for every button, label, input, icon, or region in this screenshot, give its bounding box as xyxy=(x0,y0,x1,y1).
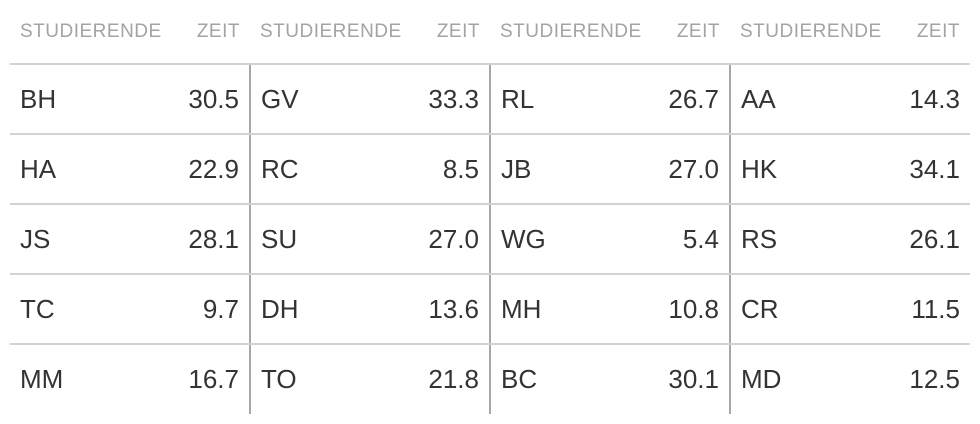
student-cell: BH xyxy=(10,64,160,135)
time-cell: 8.5 xyxy=(400,134,491,205)
time-cell: 27.0 xyxy=(640,134,731,205)
time-cell: 12.5 xyxy=(909,364,960,394)
time-cell: 16.7 xyxy=(160,344,251,414)
time-cell: 21.8 xyxy=(400,344,491,414)
student-cell: WG xyxy=(490,204,640,275)
student-times-table-container: STUDIERENDE ZEIT STUDIERENDE ZEIT STUDIE… xyxy=(10,0,970,414)
time-cell: 34.1 xyxy=(880,134,970,205)
time-cell: 22.9 xyxy=(160,134,251,205)
student-cell: JS xyxy=(10,204,160,275)
student-times-table: STUDIERENDE ZEIT STUDIERENDE ZEIT STUDIE… xyxy=(10,0,970,414)
column-header-time: ZEIT xyxy=(880,0,970,65)
student-cell: MH xyxy=(490,274,640,345)
column-header-time: ZEIT xyxy=(160,0,250,65)
student-cell: MM xyxy=(20,364,64,394)
student-cell: CR xyxy=(730,274,880,345)
time-cell: 14.3 xyxy=(880,64,970,135)
column-header-student: STUDIERENDE xyxy=(10,0,161,65)
column-header-student: STUDIERENDE xyxy=(730,0,881,65)
student-cell: HK xyxy=(730,134,880,205)
time-cell: 30.5 xyxy=(160,64,251,135)
table-body: BH 30.5 GV 33.3 RL 26.7 AA 14.3 HA 22.9 … xyxy=(10,64,970,414)
header-row: STUDIERENDE ZEIT STUDIERENDE ZEIT STUDIE… xyxy=(10,0,970,65)
table-row: BH 30.5 GV 33.3 RL 26.7 AA 14.3 xyxy=(10,64,970,135)
student-cell: TC xyxy=(10,274,160,345)
student-cell: RS xyxy=(730,204,880,275)
time-cell: 9.7 xyxy=(160,274,251,345)
student-cell: DH xyxy=(250,274,400,345)
time-cell: 27.0 xyxy=(400,204,491,275)
table-row: TC 9.7 DH 13.6 MH 10.8 CR 11.5 xyxy=(10,274,970,345)
student-cell: BC xyxy=(501,364,538,394)
student-cell: GV xyxy=(250,64,400,135)
time-cell: 33.3 xyxy=(400,64,491,135)
time-cell: 10.8 xyxy=(640,274,731,345)
student-cell: MD xyxy=(741,364,782,394)
student-cell: RC xyxy=(250,134,400,205)
time-cell: 26.1 xyxy=(880,204,970,275)
time-cell: 26.7 xyxy=(640,64,731,135)
table-row: HA 22.9 RC 8.5 JB 27.0 HK 34.1 xyxy=(10,134,970,205)
student-cell: JB xyxy=(490,134,640,205)
student-cell: RL xyxy=(490,64,640,135)
time-cell: 13.6 xyxy=(400,274,491,345)
column-header-student: STUDIERENDE xyxy=(490,0,641,65)
column-header-time: ZEIT xyxy=(400,0,490,65)
time-cell: 30.1 xyxy=(640,344,731,414)
table-row: MM 16.7 TO 21.8 BC 30.1 MD 12.5 xyxy=(10,344,970,414)
time-cell: 28.1 xyxy=(160,204,251,275)
time-cell: 5.4 xyxy=(640,204,731,275)
student-cell: TO xyxy=(261,364,297,394)
student-cell: AA xyxy=(730,64,880,135)
column-header-time: ZEIT xyxy=(640,0,730,65)
time-cell: 11.5 xyxy=(880,274,970,345)
student-cell: SU xyxy=(250,204,400,275)
table-row: JS 28.1 SU 27.0 WG 5.4 RS 26.1 xyxy=(10,204,970,275)
table-header: STUDIERENDE ZEIT STUDIERENDE ZEIT STUDIE… xyxy=(10,0,970,65)
student-cell: HA xyxy=(10,134,160,205)
column-header-student: STUDIERENDE xyxy=(250,0,401,65)
